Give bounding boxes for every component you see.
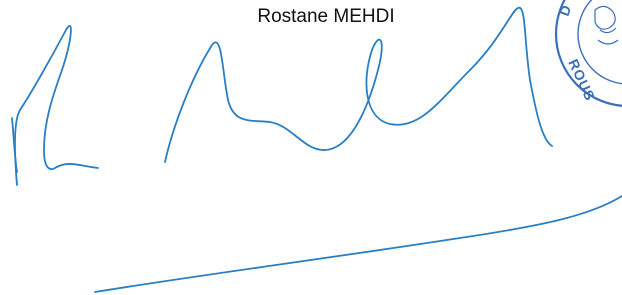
signature-document: D ROUS Rostane MEHDI [0,0,622,295]
page: {"signature_block": {"name": "Rostane ME… [0,0,622,295]
signatory-name: Rostane MEHDI [257,6,394,27]
